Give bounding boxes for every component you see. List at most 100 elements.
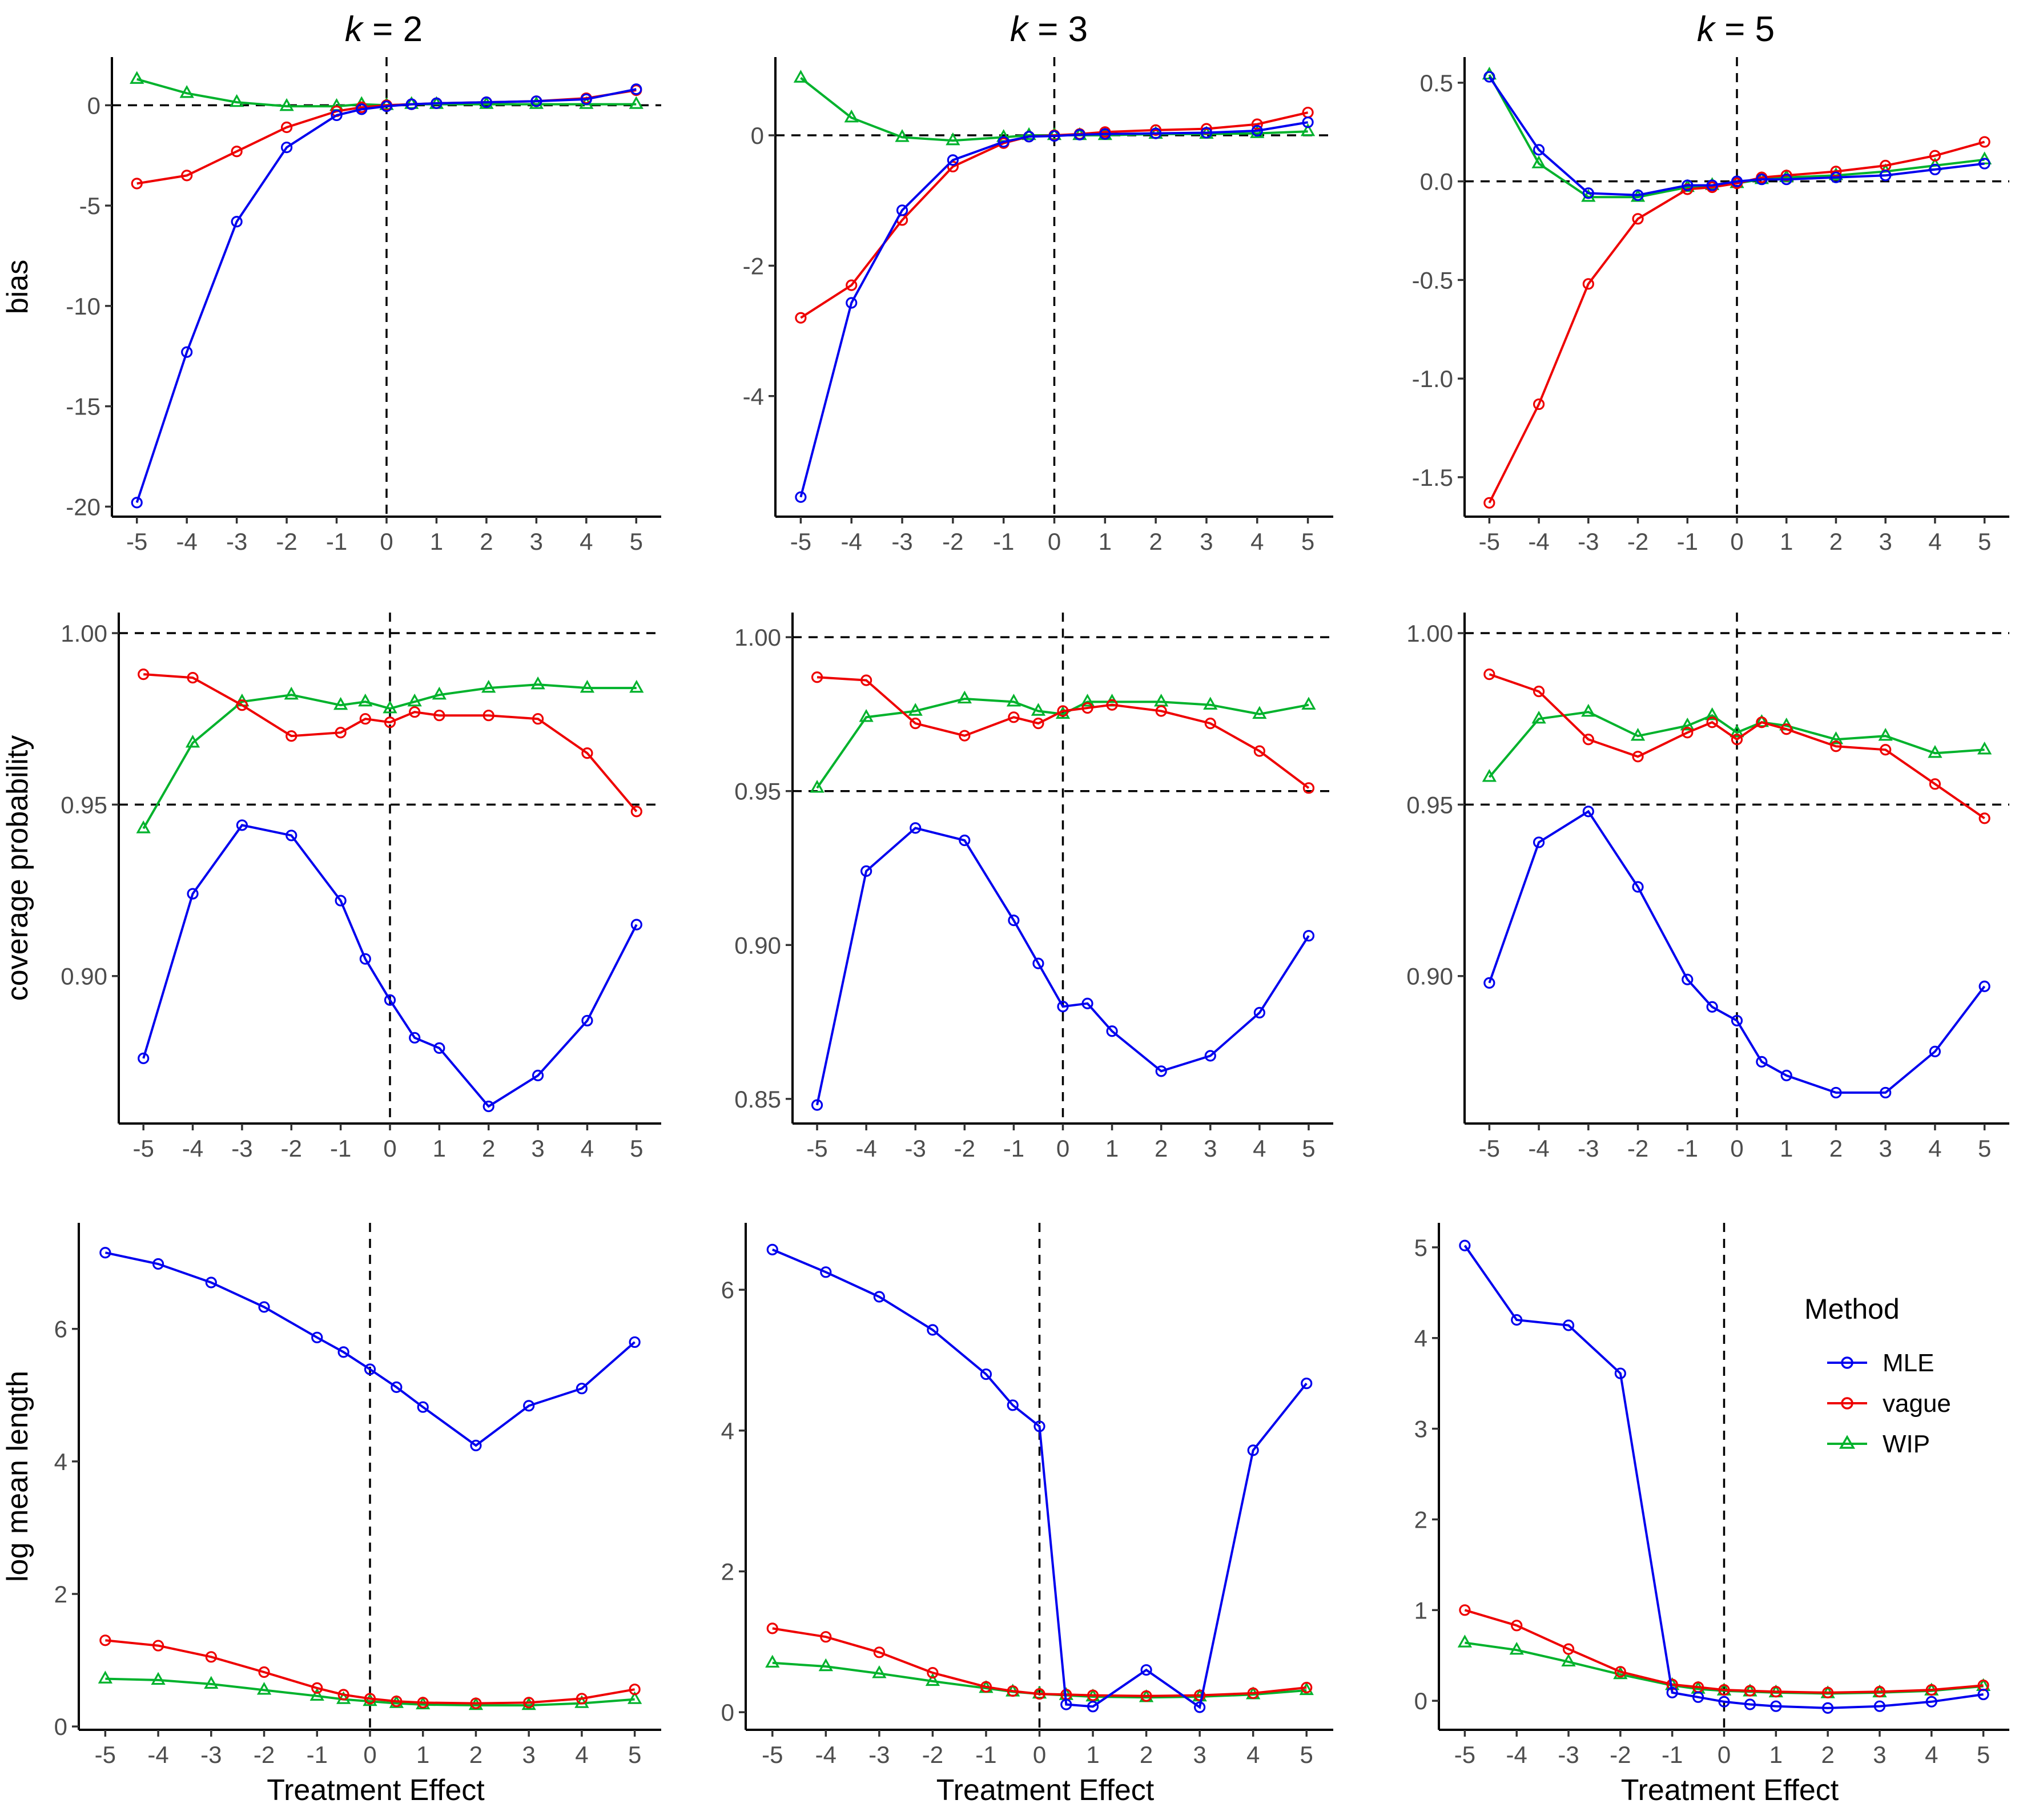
panels: -5 -4 -3 -2 -1 0 1 2 3 4 50-5-10-15-20k = 2bias-5-…: [1, 10, 2009, 1807]
point-vague: [280, 121, 293, 134]
panel-7: -5 -4 -3 -2 -1 0 1 2 3 4 5 0 2 4 6 log mean length Treat…: [1, 1223, 661, 1807]
point-wip: [1928, 745, 1942, 758]
point-vague: [1582, 278, 1594, 290]
series-line-mle: [1488, 76, 1985, 196]
x-tick-label: -2: [281, 1135, 302, 1162]
x-tick-label: 3: [1873, 1741, 1886, 1768]
panel-8: -5 -4 -3 -2 -1 0 1 2 3 4 5 0 2 4 6 Treatment Effect: [721, 1223, 1333, 1807]
point-vague: [205, 1651, 217, 1663]
point-mle: [980, 1368, 992, 1380]
point-mle: [1925, 1696, 1937, 1708]
point-mle: [405, 98, 417, 110]
x-tick-label: 0: [1048, 528, 1061, 555]
point-mle: [1977, 1688, 1989, 1701]
panel-9: -5 -4 -3 -2 -1 0 1 2 3 4 5 0 1 2 3 4 5 Treatment Effect: [1414, 1223, 2009, 1807]
y-tick-label: 2: [54, 1581, 67, 1608]
point-mle: [1247, 1444, 1259, 1456]
point-vague: [576, 1693, 588, 1705]
x-tick-label: 0: [1033, 1741, 1046, 1768]
point-wip: [580, 679, 595, 693]
x-tick-label: 0: [383, 1135, 396, 1162]
y-tick-label: 1: [1414, 1597, 1427, 1624]
y-tick-label: 4: [54, 1448, 67, 1475]
x-tick-label: 3: [531, 1135, 544, 1162]
point-mle: [359, 953, 371, 965]
x-tick-label: -3: [1578, 528, 1599, 555]
point-mle: [384, 994, 396, 1006]
point-vague: [1483, 497, 1495, 509]
point-vague: [482, 710, 494, 722]
point-wip: [1977, 742, 1992, 755]
point-wip: [379, 97, 394, 110]
x-tick-label: -3: [226, 528, 247, 555]
x-tick-label: 5: [1301, 528, 1314, 555]
point-wip: [1300, 123, 1316, 136]
point-mle: [236, 819, 248, 831]
x-tick-label: -3: [905, 1135, 926, 1162]
y-tick-label: 0: [751, 122, 764, 149]
point-vague: [1008, 711, 1020, 723]
point-vague: [131, 178, 143, 190]
y-tick-label: 6: [54, 1316, 67, 1343]
point-vague: [417, 1697, 429, 1709]
point-vague: [1087, 1689, 1099, 1701]
x-tick-label: 3: [1879, 528, 1892, 555]
point-wip: [1006, 694, 1021, 707]
y-axis-title: log mean length: [1, 1371, 34, 1582]
x-tick-label: -2: [1627, 528, 1648, 555]
x-tick-label: 3: [1193, 1741, 1206, 1768]
series-line-wip: [105, 1677, 635, 1707]
point-mle: [1780, 174, 1792, 186]
point-mle: [364, 1363, 376, 1375]
x-tick-label: -5: [790, 528, 811, 555]
point-wip: [333, 696, 348, 710]
point-mle: [311, 1331, 323, 1343]
point-mle: [532, 1069, 544, 1082]
point-wip: [810, 780, 825, 793]
legend-label-vague: vague: [1883, 1390, 1951, 1418]
series-line-mle: [772, 1249, 1308, 1709]
series-line-mle: [142, 824, 638, 1108]
point-mle: [1251, 124, 1263, 137]
point-wip: [185, 734, 200, 748]
point-mle: [1756, 174, 1768, 186]
point-mle: [947, 154, 959, 166]
point-mle: [1302, 116, 1314, 128]
point-mle: [1632, 881, 1644, 893]
point-wip: [793, 70, 809, 83]
point-vague: [335, 727, 347, 739]
point-mle: [1023, 131, 1035, 143]
point-mle: [152, 1258, 164, 1270]
point-wip: [1021, 127, 1036, 140]
point-wip: [1878, 727, 1893, 741]
point-mle: [335, 895, 347, 907]
point-mle: [1301, 1378, 1313, 1390]
point-vague: [181, 170, 193, 182]
x-tick-label: 2: [1821, 1741, 1834, 1768]
point-vague: [1032, 717, 1044, 730]
point-mle: [1718, 1696, 1730, 1708]
point-vague: [1057, 705, 1069, 717]
point-wip: [407, 693, 422, 707]
point-vague: [1302, 782, 1315, 794]
point-vague: [1682, 727, 1694, 739]
point-wip: [1630, 727, 1646, 741]
x-tick-label: 5: [1978, 1135, 1991, 1162]
point-vague: [1033, 1688, 1045, 1700]
y-axis-title: coverage probability: [1, 735, 34, 1001]
point-mle: [482, 1100, 494, 1113]
point-mle: [1033, 1420, 1045, 1432]
point-mle: [1614, 1367, 1626, 1379]
point-mle: [1483, 71, 1495, 83]
x-tick-label: -4: [855, 1135, 876, 1162]
point-wip: [256, 1682, 272, 1695]
series-line-vague: [772, 1627, 1307, 1697]
point-wip: [844, 109, 859, 123]
point-mle: [1459, 1239, 1471, 1251]
point-vague: [433, 710, 445, 722]
x-tick-label: -1: [1662, 1741, 1683, 1768]
point-wip: [1531, 155, 1546, 168]
point-mle: [1562, 1319, 1575, 1331]
x-tick-label: 4: [1928, 1135, 1941, 1162]
point-vague: [285, 730, 297, 742]
